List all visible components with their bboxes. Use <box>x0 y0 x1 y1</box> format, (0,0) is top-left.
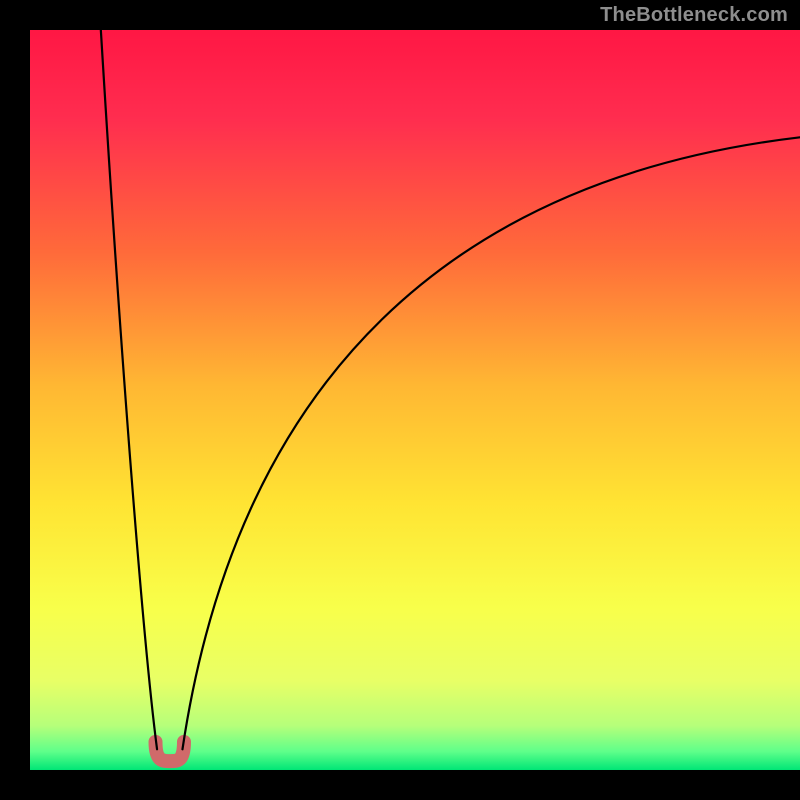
curve-left-branch <box>101 30 157 749</box>
watermark-text: TheBottleneck.com <box>600 4 788 27</box>
curve-layer <box>30 30 800 770</box>
plot-area <box>30 30 800 770</box>
curve-right-branch <box>182 137 800 749</box>
chart-container: TheBottleneck.com <box>0 0 800 800</box>
dip-marker <box>156 742 184 761</box>
